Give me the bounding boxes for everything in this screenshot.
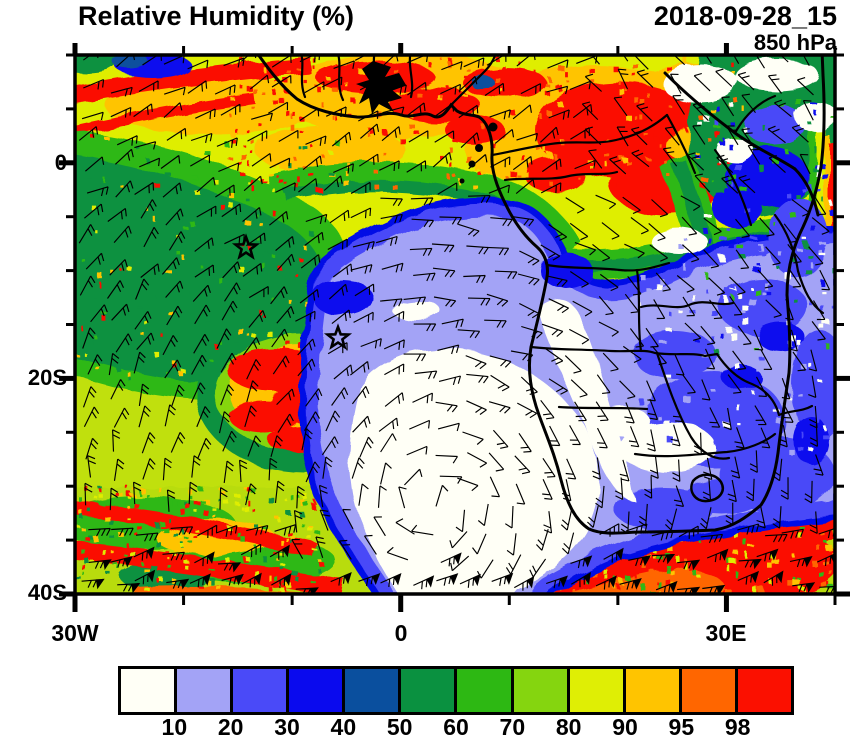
lon-label-30w: 30W: [51, 620, 99, 646]
colorbar-cell: [289, 669, 346, 712]
dot-marker: [468, 160, 476, 168]
dot-marker: [488, 122, 498, 132]
lon-label-30e: 30E: [705, 620, 747, 646]
lat-label-40s: 40S: [27, 580, 67, 605]
colorbar-label: 10: [161, 714, 188, 740]
lon-label-0: 0: [394, 620, 408, 646]
colorbar-label: 70: [499, 714, 526, 740]
colorbar-legend: [118, 666, 794, 715]
colorbar-cell: [121, 669, 178, 712]
colorbar-cell: [457, 669, 514, 712]
colorbar-cell: [233, 669, 290, 712]
timestamp: 2018-09-28_15: [653, 1, 837, 31]
lat-label-20s: 20S: [27, 365, 67, 390]
colorbar-cell: [569, 669, 626, 712]
colorbar-cell: [737, 669, 791, 712]
colorbar-cell: [345, 669, 402, 712]
colorbar-label: 20: [217, 714, 244, 740]
colorbar-label: 30: [274, 714, 300, 740]
rh-filled-contours: [75, 55, 835, 594]
colorbar-cell: [625, 669, 682, 712]
colorbar-cell: [177, 669, 234, 712]
pressure-level: 850 hPa: [753, 30, 837, 55]
colorbar-label: 95: [668, 714, 695, 740]
colorbar-cell: [513, 669, 570, 712]
colorbar-cell: [681, 669, 738, 712]
lat-label-0: 0: [54, 150, 67, 175]
colorbar-label: 50: [386, 714, 413, 740]
colorbar-label: 98: [724, 714, 751, 740]
colorbar-label: 90: [612, 714, 638, 740]
colorbar-label: 80: [555, 714, 582, 740]
rh-field-map: [75, 55, 835, 594]
colorbar-label: 60: [443, 714, 469, 740]
dot-marker: [475, 144, 483, 152]
colorbar-label: 40: [330, 714, 357, 740]
page-title: Relative Humidity (%): [78, 1, 355, 31]
dot-marker: [459, 178, 465, 184]
colorbar-cell: [401, 669, 458, 712]
